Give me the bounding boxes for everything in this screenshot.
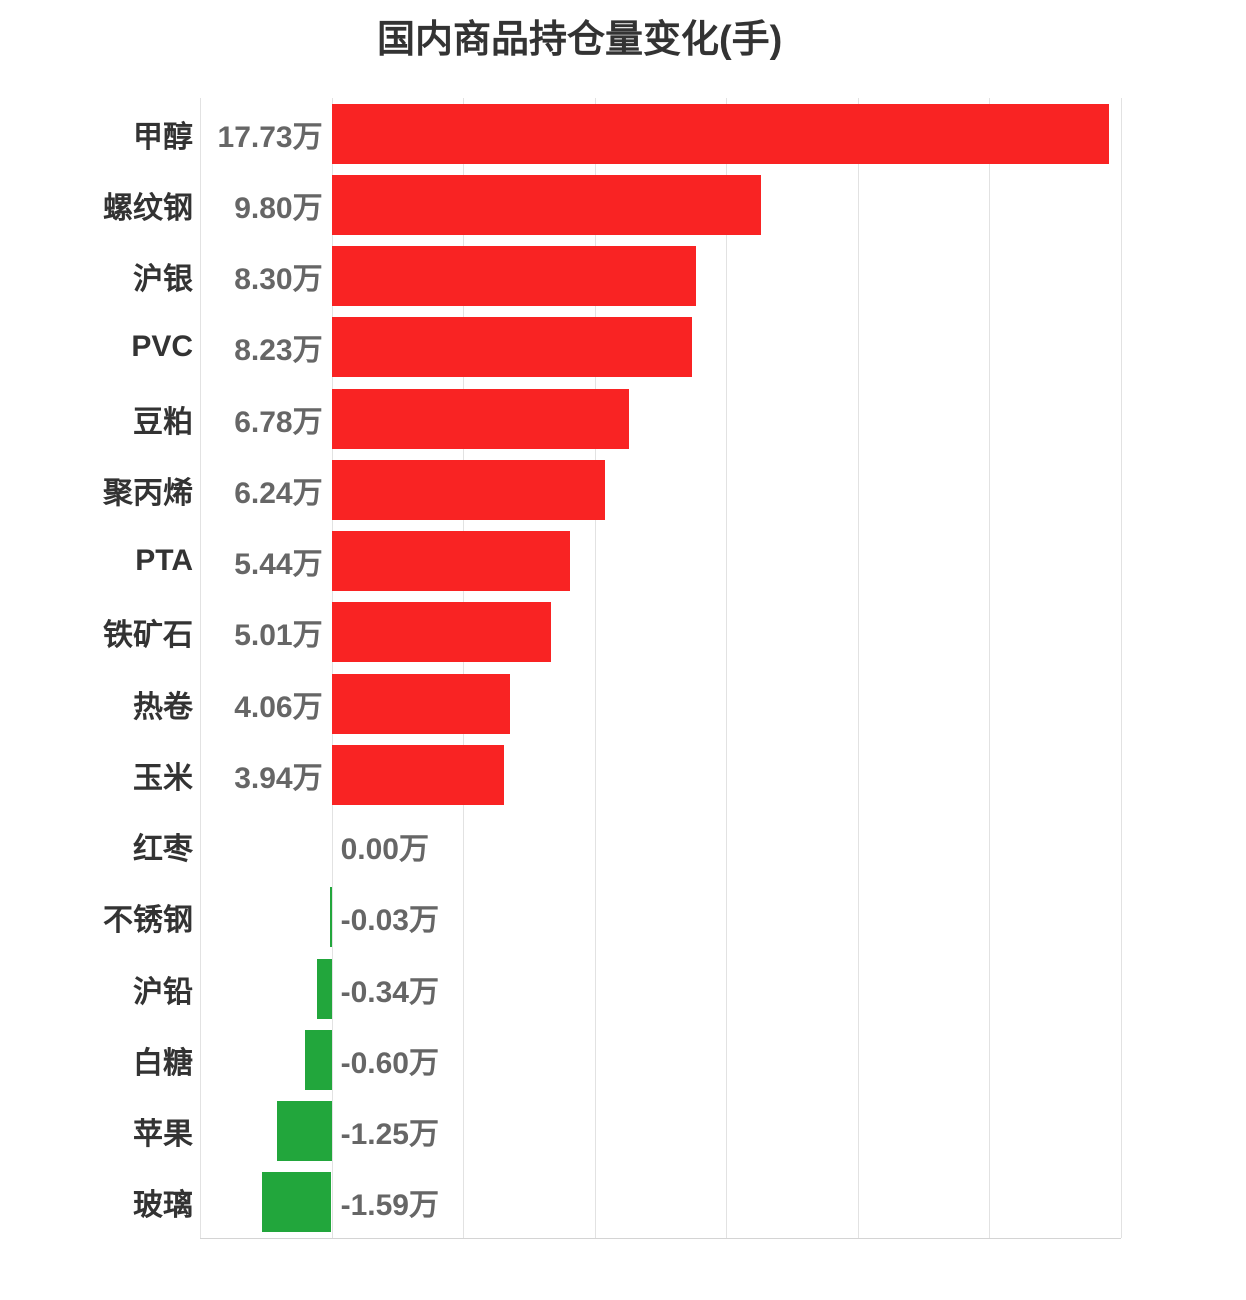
value-label: 8.23万 [234,334,323,368]
gridline [857,98,859,1238]
category-label: 玻璃 [133,1189,193,1223]
value-label: 9.80万 [234,191,323,225]
value-label: 17.73万 [217,120,323,154]
value-label: 5.01万 [234,619,323,653]
category-label: 苹果 [133,1118,193,1152]
gridline [331,98,333,1238]
gridline [726,98,728,1238]
value-label: -1.25万 [340,1118,439,1152]
bar[interactable] [261,1172,332,1233]
x-axis-line [200,1238,1121,1239]
value-label: 3.94万 [234,761,323,795]
bar[interactable] [331,388,629,449]
category-label: PTA [135,544,193,578]
gridline [594,98,596,1238]
bar[interactable] [331,103,1110,164]
category-label: 螺纹钢 [103,191,193,225]
category-label: 聚丙烯 [103,476,193,510]
value-label: -0.34万 [340,975,439,1009]
value-label: -0.60万 [340,1046,439,1080]
category-label: 白糖 [133,1046,193,1080]
bar[interactable] [331,744,505,805]
gridline [463,98,465,1238]
category-label: 甲醇 [133,120,193,154]
value-label: -1.59万 [340,1189,439,1223]
bar[interactable] [331,174,762,235]
category-label: 豆粕 [133,405,193,439]
value-label: -0.03万 [340,904,439,938]
bar[interactable] [331,459,606,520]
gridline [989,98,991,1238]
category-label: 沪银 [133,263,193,297]
value-label: 6.24万 [234,476,323,510]
category-label: 沪铅 [133,975,193,1009]
value-label: 5.44万 [234,548,323,582]
category-label: 红枣 [133,833,193,867]
value-label: 4.06万 [234,690,323,724]
gridline [1121,98,1122,1238]
category-label: PVC [131,330,193,364]
value-label: 8.30万 [234,263,323,297]
category-label: 铁矿石 [103,619,193,653]
bar[interactable] [331,246,696,307]
category-label: 不锈钢 [103,904,193,938]
category-label: 玉米 [133,761,193,795]
value-label: 0.00万 [340,833,429,867]
bar[interactable] [331,602,552,663]
gridline [200,98,201,1238]
bar[interactable] [331,673,510,734]
bar[interactable] [331,317,693,378]
bar[interactable] [330,887,332,948]
bar[interactable] [276,1101,332,1162]
category-label: 热卷 [133,690,193,724]
bar[interactable] [316,958,332,1019]
chart-title: 国内商品持仓量变化(手) [377,19,783,61]
value-label: 6.78万 [234,405,323,439]
bar[interactable] [305,1029,332,1090]
bar[interactable] [331,531,571,592]
